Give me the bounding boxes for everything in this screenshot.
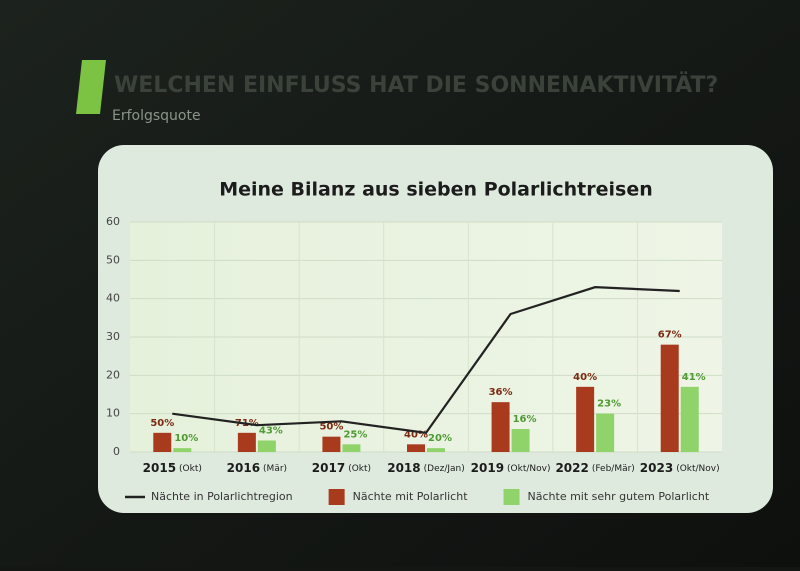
x-tick-note: (Okt/Nov)	[507, 464, 550, 474]
x-tick-label: 2018 (Dez/Jan)	[387, 461, 465, 475]
line-series	[172, 286, 680, 435]
x-tick-year: 2023	[640, 461, 673, 475]
value-label: 43%	[259, 426, 283, 437]
x-tick-year: 2022	[555, 461, 588, 475]
value-label: 25%	[343, 429, 367, 440]
value-label: 20%	[428, 433, 452, 444]
x-tick-note: (Mär)	[263, 464, 287, 474]
value-label: 16%	[513, 414, 537, 425]
y-tick-label: 60	[106, 215, 120, 228]
x-tick-year: 2016	[227, 461, 260, 475]
value-label: 10%	[174, 433, 198, 444]
bar	[660, 344, 679, 452]
accent-tab	[76, 60, 106, 114]
bar	[257, 440, 276, 452]
bar	[407, 444, 425, 452]
bar	[342, 444, 361, 452]
x-tick-label: 2022 (Feb/Mär)	[555, 461, 634, 475]
x-tick-note: (Okt/Nov)	[676, 464, 719, 474]
legend-label: Nächte mit Polarlicht	[353, 490, 469, 503]
bar	[427, 448, 445, 452]
value-label: 23%	[597, 399, 621, 410]
value-label: 40%	[404, 429, 428, 440]
legend-swatch	[503, 489, 520, 505]
x-tick-label: 2023 (Okt/Nov)	[640, 461, 720, 475]
legend-label: Nächte in Polarlichtregion	[151, 490, 293, 503]
value-label: 41%	[682, 372, 706, 383]
y-tick-label: 0	[113, 445, 120, 458]
bar	[576, 386, 595, 452]
legend-swatch	[328, 489, 345, 505]
value-label: 40%	[573, 372, 597, 383]
y-tick-label: 10	[106, 407, 120, 420]
bar	[237, 432, 256, 452]
value-label: 50%	[150, 418, 174, 429]
y-tick-label: 30	[106, 330, 120, 343]
bar	[680, 386, 699, 452]
bar	[491, 402, 510, 452]
bar	[153, 432, 172, 452]
x-tick-note: (Feb/Mär)	[592, 464, 635, 474]
x-tick-year: 2019	[471, 461, 504, 475]
x-tick-label: 2015 (Okt)	[143, 461, 202, 475]
bar	[511, 429, 530, 452]
value-label: 50%	[319, 422, 343, 433]
x-tick-note: (Dez/Jan)	[424, 464, 465, 474]
value-label: 67%	[658, 330, 682, 341]
x-tick-label: 2017 (Okt)	[312, 461, 371, 475]
bar	[322, 436, 341, 452]
value-label: 36%	[489, 387, 513, 398]
y-tick-label: 20	[106, 368, 120, 381]
y-tick-label: 40	[106, 292, 120, 305]
x-tick-year: 2018	[387, 461, 420, 475]
chart-title: Meine Bilanz aus sieben Polarlichtreisen	[219, 179, 653, 201]
x-tick-label: 2019 (Okt/Nov)	[471, 461, 551, 475]
slide-title: WELCHEN EINFLUSS HAT DIE SONNENAKTIVITÄT…	[114, 72, 718, 98]
bar	[173, 448, 192, 452]
slide-subtitle: Erfolgsquote	[112, 108, 201, 124]
x-tick-year: 2017	[312, 461, 345, 475]
y-tick-label: 50	[106, 253, 120, 266]
x-tick-year: 2015	[143, 461, 176, 475]
legend-label: Nächte mit sehr gutem Polarlicht	[528, 490, 710, 503]
x-tick-note: (Okt)	[179, 464, 202, 474]
bar	[596, 413, 615, 452]
x-tick-note: (Okt)	[348, 464, 371, 474]
x-tick-label: 2016 (Mär)	[227, 461, 287, 475]
